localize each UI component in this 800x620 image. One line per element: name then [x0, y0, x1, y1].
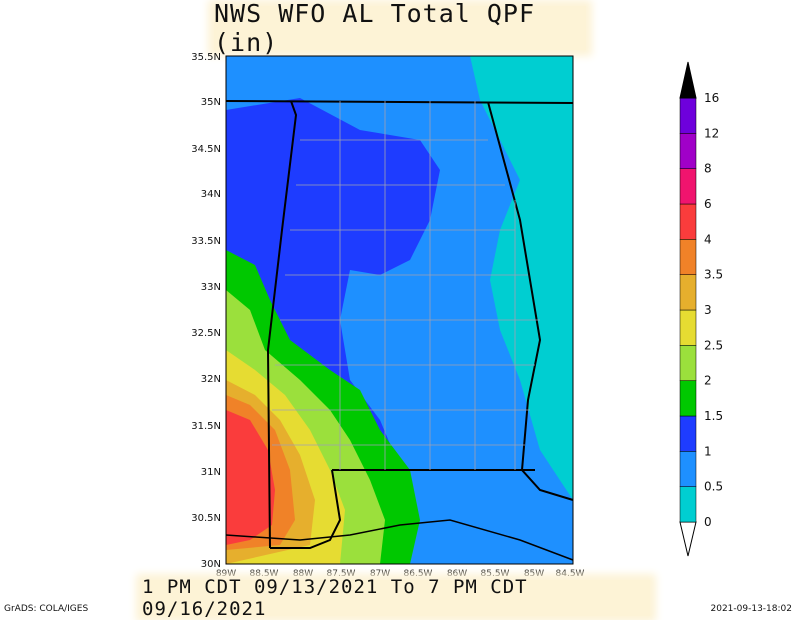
precip-field [226, 56, 573, 564]
lon-label: 87.5W [327, 569, 356, 579]
al-ga-border [487, 101, 574, 501]
lon-label: 86.5W [404, 569, 433, 579]
legend-label: 0.5 [704, 480, 723, 494]
legend-swatch [679, 345, 697, 381]
legend-label: 1.5 [704, 409, 723, 423]
lat-label: 31.5N [191, 421, 221, 432]
lat-label: 30.5N [191, 513, 221, 524]
lon-label: 86W [447, 569, 467, 579]
gulf-coast [225, 519, 574, 561]
legend-swatch [679, 203, 697, 240]
legend-swatch [679, 415, 697, 452]
legend-swatch [679, 380, 697, 417]
run-timestamp: 2021-09-13-18:02 [710, 604, 793, 614]
lat-label: 34.5N [191, 144, 221, 155]
legend-swatch [679, 486, 697, 523]
county-lines [272, 101, 540, 470]
legend-swatch [679, 97, 697, 134]
legend-label: 8 [704, 162, 712, 176]
lat-label: 34N [201, 189, 221, 200]
tn-border [225, 100, 574, 104]
lon-axis-labels: 89W 88.5W 88W 87.5W 87W 86.5W 86W 85.5W … [216, 569, 585, 579]
lat-label: 32.5N [191, 328, 221, 339]
state-boundaries [225, 100, 574, 561]
legend-label: 1 [704, 444, 712, 458]
legend-underflow-triangle [679, 521, 697, 557]
lat-label: 33.5N [191, 236, 221, 247]
al-southwest-border [270, 469, 342, 549]
lon-label: 88.5W [250, 569, 279, 579]
title-banner: NWS WFO AL Total QPF (in) [214, 0, 586, 57]
legend-label: 16 [704, 91, 719, 105]
lon-label: 89W [216, 569, 236, 579]
legend-label: 3.5 [704, 268, 723, 282]
field-0-east [470, 56, 573, 500]
lon-label: 84.5W [556, 569, 585, 579]
lon-label: 88W [293, 569, 313, 579]
legend-label: 4 [704, 232, 712, 246]
lon-label: 87W [370, 569, 390, 579]
legend-swatch [679, 239, 697, 275]
legend-label: 3 [704, 303, 712, 317]
lon-label: 85W [524, 569, 544, 579]
grads-credit: GrADS: COLA/IGES [4, 604, 89, 614]
lat-label: 30N [201, 559, 221, 570]
lat-label: 32N [201, 374, 221, 385]
legend-label: 12 [704, 126, 719, 140]
legend-swatch [679, 274, 697, 311]
period-banner: 1 PM CDT 09/13/2021 To 7 PM CDT 09/16/20… [142, 576, 650, 620]
field-4 [226, 410, 275, 545]
legend-overflow-triangle [679, 61, 697, 99]
lat-label: 35N [201, 97, 221, 108]
legend-swatch [679, 451, 697, 487]
legend-label: 6 [704, 197, 712, 211]
valid-period: 1 PM CDT 09/13/2021 To 7 PM CDT 09/16/20… [142, 576, 528, 620]
lat-label: 31N [201, 467, 221, 478]
map-title: NWS WFO AL Total QPF (in) [214, 0, 536, 57]
colorbar-legend: 0 0.5 1 1.5 2 2.5 3 3.5 4 6 8 12 16 [679, 61, 723, 557]
lat-axis-labels: 35.5N 35N 34.5N 34N 33.5N 33N 32.5N 32N … [191, 52, 221, 570]
legend-swatch [679, 133, 697, 169]
legend-swatch [679, 168, 697, 205]
legend-label: 2.5 [704, 338, 723, 352]
lon-label: 85.5W [481, 569, 510, 579]
legend-label: 0 [704, 515, 712, 529]
lat-label: 35.5N [191, 52, 221, 63]
field-1 [226, 98, 440, 470]
lat-label: 33N [201, 282, 221, 293]
al-ms-border [266, 100, 298, 549]
legend-swatch [679, 309, 697, 346]
map-frame [225, 55, 574, 565]
legend-label: 2 [704, 374, 712, 388]
